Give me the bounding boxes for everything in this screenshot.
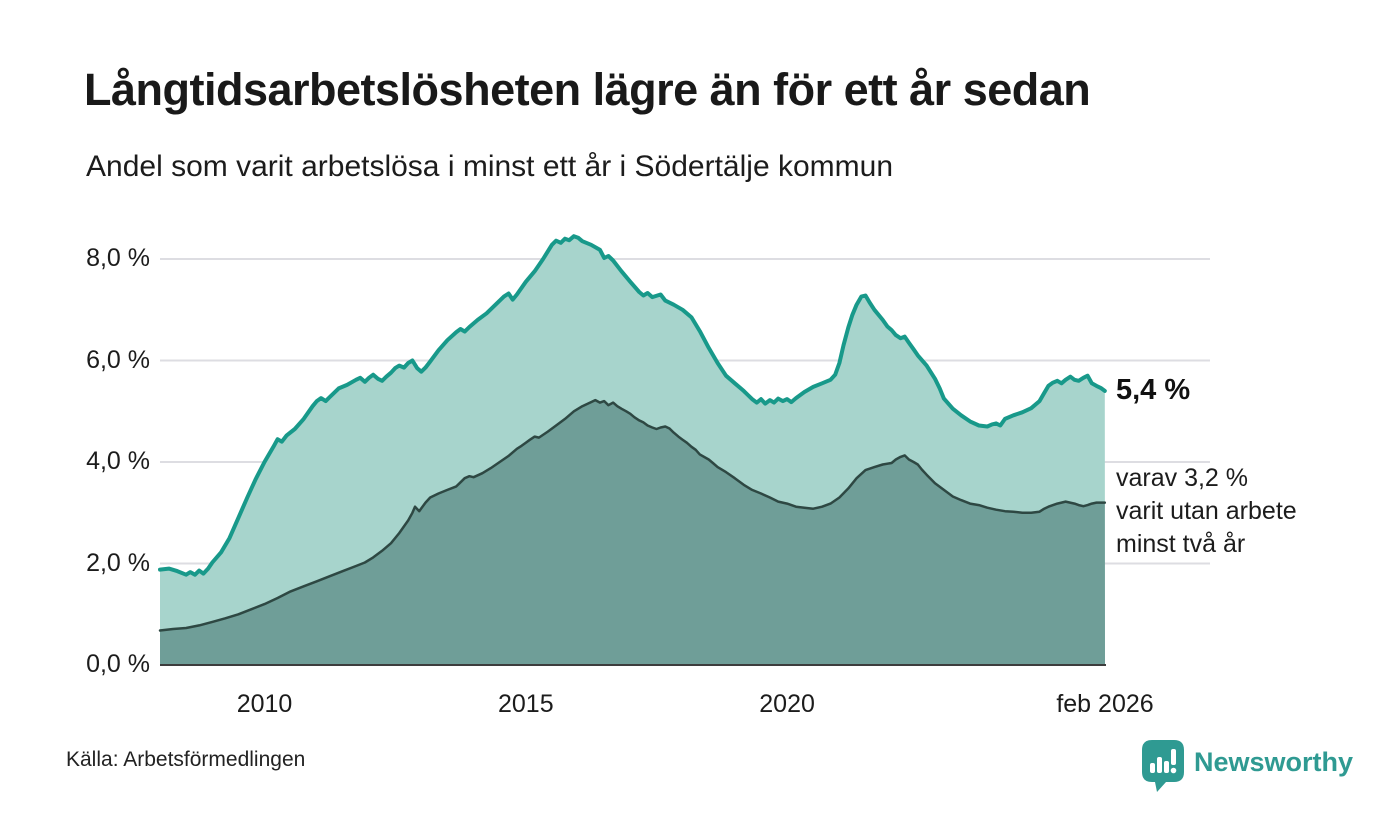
secondary-annotation-line: minst två år [1116,530,1246,558]
series-line-2 [158,398,1107,632]
secondary-annotation-line: varit utan arbete [1116,497,1297,525]
source-note: Källa: Arbetsförmedlingen [66,748,306,771]
y-tick-label: 6,0 % [86,345,150,374]
x-tick-label: 2010 [236,690,293,718]
newsworthy-wordmark: Newsworthy [1194,747,1354,777]
x-tick-label: 2020 [759,690,815,718]
secondary-annotation-line: varav 3,2 % [1116,464,1249,492]
y-tick-label: 8,0 % [86,244,150,272]
page-subtitle: Andel som varit arbetslösa i minst ett å… [86,150,893,183]
x-tick-label: 2015 [498,690,554,718]
newsworthy-icon [1142,740,1184,792]
series-area-2 [160,400,1105,665]
newsworthy-logo: Newsworthy [1142,740,1353,792]
y-tick-label: 0,0 % [86,650,150,678]
y-tick-label: 4,0 % [86,447,150,475]
y-tick-label: 2,0 % [86,548,150,577]
secondary-annotation: varav 3,2 % varit utan arbete minst två … [1116,462,1297,561]
series-line-1 [158,234,1107,577]
x-tick-label: feb 2026 [1056,690,1154,718]
latest-value-annotation: 5,4 % [1116,374,1191,406]
page-title: Långtidsarbetslösheten lägre än för ett … [84,64,1091,115]
